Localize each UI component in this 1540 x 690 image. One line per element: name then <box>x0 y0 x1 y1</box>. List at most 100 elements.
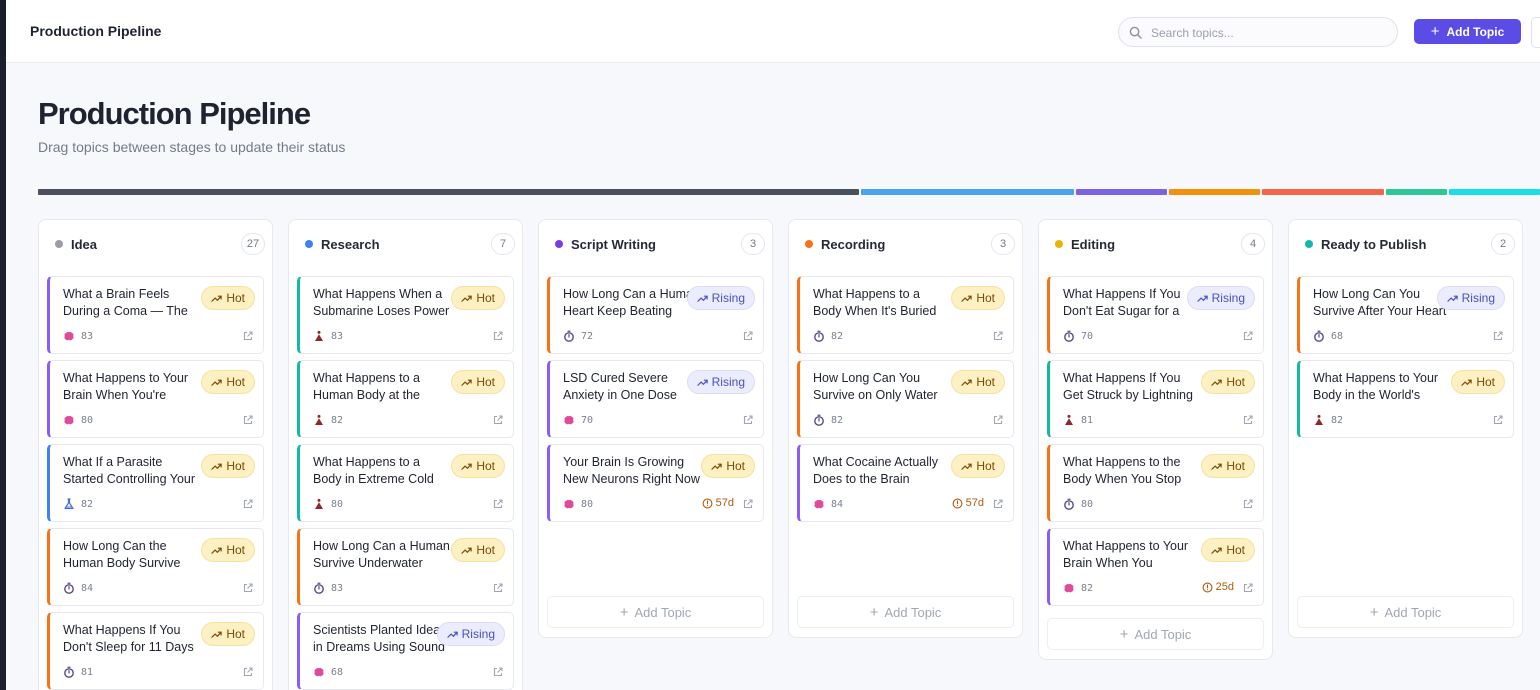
topic-card[interactable]: How Long Can the Human Body Survive With… <box>47 528 264 606</box>
trend-label: Rising <box>711 375 745 389</box>
topic-card[interactable]: What a Brain Feels During a Coma — The E… <box>47 276 264 354</box>
add-topic-to-column-button[interactable]: + Add Topic <box>797 596 1014 628</box>
topic-score: 83 <box>81 330 94 342</box>
days-remaining: 57d <box>715 497 734 509</box>
topic-score: 68 <box>331 666 344 678</box>
timer-category-icon <box>813 414 825 426</box>
add-topic-to-column-button[interactable]: + Add Topic <box>547 596 764 628</box>
topic-card[interactable]: What Happens to a Body in Extreme Cold Ho… <box>297 444 514 522</box>
topic-meta: 70 <box>563 414 593 426</box>
add-topic-to-column-button[interactable]: + Add Topic <box>1297 596 1514 628</box>
external-link-icon[interactable] <box>242 413 254 425</box>
topic-title: What Happens to the Body When You Stop E… <box>1063 455 1182 486</box>
column-research: Research 7 What Happens When a Submarine L… <box>288 219 523 690</box>
topic-meta: 80 <box>1063 498 1093 510</box>
trend-label: Hot <box>226 459 245 473</box>
timer-category-icon <box>563 330 575 342</box>
trend-badge: Hot <box>951 286 1005 310</box>
column-count: 3 <box>741 233 765 255</box>
external-link-icon[interactable] <box>1492 413 1504 425</box>
trend-badge: Hot <box>201 622 255 646</box>
external-link-icon[interactable] <box>742 413 754 425</box>
topic-card[interactable]: What Happens to Your Body in the World's… <box>1297 360 1514 438</box>
external-link-icon[interactable] <box>492 581 504 593</box>
topic-meta: 82 <box>813 330 843 342</box>
column-header: Script Writing 3 <box>539 220 772 270</box>
search-box[interactable] <box>1118 17 1398 47</box>
topic-title: What Happens to a Human Body at the Bott… <box>313 371 421 402</box>
trend-icon <box>1211 545 1222 556</box>
column-title: Recording <box>821 237 886 252</box>
topic-title: What Happens to Your Brain When You Medi… <box>1063 539 1189 570</box>
external-link-icon[interactable] <box>1242 581 1254 593</box>
external-link-icon[interactable] <box>242 581 254 593</box>
topic-meta: 82 <box>1063 582 1093 594</box>
external-link-icon[interactable] <box>492 413 504 425</box>
trend-badge: Hot <box>451 370 505 394</box>
external-link-icon[interactable] <box>492 665 504 677</box>
external-link-icon[interactable] <box>1242 497 1254 509</box>
topic-meta: 83 <box>313 582 343 594</box>
trend-label: Rising <box>711 291 745 305</box>
search-input[interactable] <box>1151 24 1381 42</box>
topic-card[interactable]: What Happens to Your Brain When You Medi… <box>1047 528 1264 606</box>
external-link-icon[interactable] <box>992 497 1004 509</box>
topic-card[interactable]: How Long Can a Human Survive Underwater H… <box>297 528 514 606</box>
external-link-icon[interactable] <box>742 497 754 509</box>
external-link-icon[interactable] <box>1492 329 1504 341</box>
external-link-icon[interactable] <box>992 329 1004 341</box>
add-topic-button-label: Add Topic <box>1446 24 1505 39</box>
add-topic-label: Add Topic <box>634 604 692 620</box>
external-link-icon[interactable] <box>992 413 1004 425</box>
stage-dot <box>55 240 63 248</box>
topic-card[interactable]: How Long Can You Survive on Only Water Ho… <box>797 360 1014 438</box>
column-count: 27 <box>241 233 265 255</box>
trend-label: Hot <box>226 375 245 389</box>
topic-title: What Happens to Your Brain When You're F… <box>63 371 189 402</box>
add-topic-button[interactable]: + Add Topic <box>1414 19 1521 44</box>
trend-badge: Rising <box>436 622 505 646</box>
topic-card[interactable]: What Happens When a Submarine Loses Powe… <box>297 276 514 354</box>
app-title: Production Pipeline <box>30 23 162 39</box>
menu-button[interactable] <box>1531 17 1540 48</box>
external-link-icon[interactable] <box>1242 413 1254 425</box>
clock-alert-icon <box>952 498 963 509</box>
topic-score: 81 <box>1081 414 1094 426</box>
add-topic-label: Add Topic <box>884 604 942 620</box>
column-title: Ready to Publish <box>1321 237 1427 252</box>
lab-category-icon <box>63 498 75 510</box>
trend-icon <box>961 461 972 472</box>
external-link-icon[interactable] <box>242 497 254 509</box>
external-link-icon[interactable] <box>742 329 754 341</box>
topic-card[interactable]: Scientists Planted Ideas in Dreams Using… <box>297 612 514 690</box>
timer-category-icon <box>63 666 75 678</box>
external-link-icon[interactable] <box>242 665 254 677</box>
trend-icon <box>211 545 222 556</box>
topic-card[interactable]: What Happens to a Human Body at the Bott… <box>297 360 514 438</box>
external-link-icon[interactable] <box>1242 329 1254 341</box>
topic-card[interactable]: What Happens to a Body When It's Buried … <box>797 276 1014 354</box>
trend-label: Hot <box>226 291 245 305</box>
topic-title: What If a Parasite Started Controlling Y… <box>63 455 196 486</box>
topic-meta: 70 <box>1063 330 1093 342</box>
topic-score: 82 <box>81 498 94 510</box>
topic-card[interactable]: What Happens to the Body When You Stop E… <box>1047 444 1264 522</box>
topic-card[interactable]: What If a Parasite Started Controlling Y… <box>47 444 264 522</box>
topic-card[interactable]: What Happens If You Don't Sleep for 11 D… <box>47 612 264 690</box>
topic-card[interactable]: What Happens If You Get Struck by Lightn… <box>1047 360 1264 438</box>
topic-card[interactable]: What Cocaine Actually Does to the Brain H… <box>797 444 1014 522</box>
external-link-icon[interactable] <box>242 329 254 341</box>
topic-card[interactable]: How Long Can You Survive After Your Hear… <box>1297 276 1514 354</box>
topic-card[interactable]: LSD Cured Severe Anxiety in One Dose Risi… <box>547 360 764 438</box>
trend-icon <box>1196 293 1208 304</box>
external-link-icon[interactable] <box>492 497 504 509</box>
topic-score: 82 <box>1081 582 1094 594</box>
topic-card[interactable]: What Happens to Your Brain When You're F… <box>47 360 264 438</box>
add-topic-to-column-button[interactable]: + Add Topic <box>1047 618 1264 650</box>
topic-card[interactable]: What Happens If You Don't Eat Sugar for … <box>1047 276 1264 354</box>
topic-card[interactable]: How Long Can a Human Heart Keep Beating R… <box>547 276 764 354</box>
page-subtitle: Drag topics between stages to update the… <box>38 139 346 155</box>
topic-card[interactable]: Your Brain Is Growing New Neurons Right … <box>547 444 764 522</box>
external-link-icon[interactable] <box>492 329 504 341</box>
trend-label: Hot <box>976 459 995 473</box>
